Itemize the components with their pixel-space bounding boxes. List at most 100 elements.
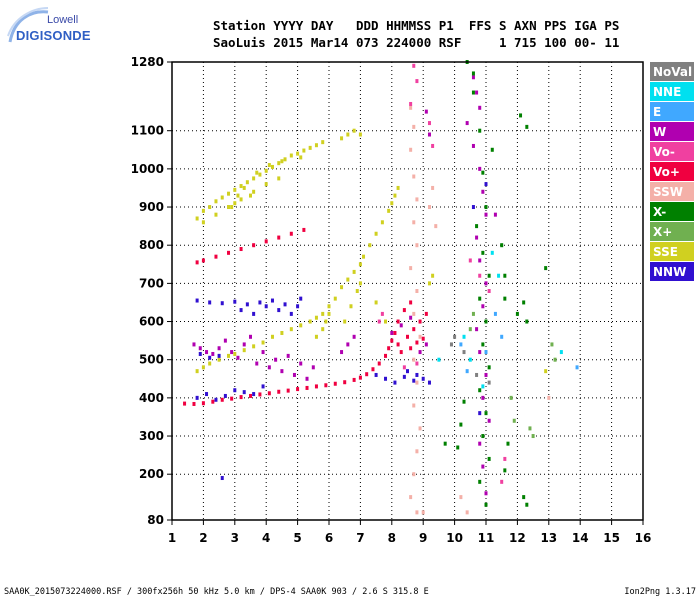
echo-point <box>255 170 259 175</box>
echo-point <box>427 121 431 126</box>
echo-point <box>239 184 243 189</box>
legend-label: SSW <box>653 185 683 199</box>
echo-point <box>346 132 350 137</box>
echo-point <box>384 376 388 381</box>
echo-point <box>195 298 199 303</box>
echo-point <box>412 357 416 362</box>
echo-point <box>481 384 485 389</box>
echo-point <box>406 369 409 374</box>
logo-product: DIGISONDE <box>16 28 91 43</box>
x-axis-ticks: 1 2 3 4 5 6 7 8 9 10 11 12 13 14 15 16 <box>168 520 651 545</box>
x-tick-label: 4 <box>262 531 270 545</box>
y-tick-label: 1000 <box>131 162 164 176</box>
echo-point <box>415 361 419 366</box>
echo-point <box>481 342 485 347</box>
echo-point <box>522 300 526 305</box>
echo-point <box>468 357 472 362</box>
x-tick-label: 6 <box>325 531 333 545</box>
echo-point <box>456 445 460 450</box>
echo-point <box>371 367 375 372</box>
echo-point <box>299 361 303 366</box>
echo-point <box>468 327 472 332</box>
echo-point <box>220 397 224 402</box>
x-tick-label: 13 <box>540 531 557 545</box>
echo-point <box>258 392 262 397</box>
echo-point <box>217 353 221 358</box>
echo-point <box>525 319 529 324</box>
echo-point <box>358 281 362 286</box>
y-tick-label: 600 <box>139 315 164 329</box>
echo-point <box>208 300 212 305</box>
y-tick-label: 80 <box>147 513 164 527</box>
echo-point <box>412 472 416 477</box>
legend-swatch <box>650 162 694 181</box>
x-tick-label: 14 <box>572 531 589 545</box>
echo-point <box>217 346 221 351</box>
echo-point <box>481 250 485 255</box>
echo-point <box>233 201 237 206</box>
y-tick-label: 1100 <box>131 124 164 138</box>
echo-point <box>267 163 271 168</box>
y-tick-label: 400 <box>139 391 164 405</box>
echo-point <box>267 391 271 396</box>
echo-point <box>471 143 475 148</box>
echo-point <box>462 350 466 355</box>
echo-point <box>321 311 325 316</box>
echo-point <box>471 90 475 95</box>
echo-point <box>421 376 425 381</box>
echo-point <box>431 143 435 148</box>
echo-point <box>358 262 362 267</box>
echo-point <box>475 90 479 95</box>
legend-swatch <box>650 202 694 221</box>
echo-point <box>314 334 318 339</box>
echo-point <box>270 334 274 339</box>
echo-point <box>399 323 403 328</box>
echo-point <box>409 101 413 106</box>
legend-label: NNW <box>653 265 686 279</box>
echo-point <box>484 182 488 187</box>
echo-point <box>393 380 397 385</box>
echo-point <box>220 301 224 306</box>
echo-point <box>308 319 312 324</box>
y-tick-label: 300 <box>139 429 164 443</box>
echo-point <box>289 231 293 236</box>
echo-point <box>214 212 218 217</box>
echo-point <box>459 342 463 347</box>
echo-point <box>249 393 252 398</box>
echo-point <box>340 285 344 290</box>
echo-point <box>481 464 485 469</box>
legend-swatch <box>650 142 694 161</box>
echo-point <box>484 491 488 496</box>
echo-point <box>264 182 268 187</box>
echo-point <box>478 441 482 446</box>
echo-point <box>390 201 394 206</box>
echo-point <box>415 243 419 248</box>
echo-point <box>550 342 554 347</box>
echo-point <box>418 350 422 355</box>
echo-point <box>415 380 419 385</box>
echo-point <box>277 176 281 181</box>
legend-swatch <box>650 122 694 141</box>
echo-point <box>459 422 463 427</box>
echo-point <box>380 311 384 316</box>
echo-point <box>227 250 231 255</box>
echo-point <box>412 311 416 316</box>
echo-point <box>402 365 406 370</box>
legend-label: Vo- <box>653 145 675 159</box>
echo-point <box>503 296 507 301</box>
echo-point <box>236 193 240 198</box>
echo-point <box>412 403 416 408</box>
echo-point <box>333 296 337 301</box>
echo-point <box>299 296 303 301</box>
echo-point <box>201 208 205 213</box>
echo-point <box>424 342 428 347</box>
echo-point <box>245 302 249 307</box>
logo-brand: Lowell <box>47 14 79 26</box>
y-tick-label: 200 <box>139 467 164 481</box>
echo-point <box>214 199 218 204</box>
x-tick-label: 11 <box>478 531 495 545</box>
legend-swatch <box>650 262 694 281</box>
echo-point <box>245 180 249 185</box>
echo-point <box>333 381 337 386</box>
echo-point <box>424 109 428 114</box>
